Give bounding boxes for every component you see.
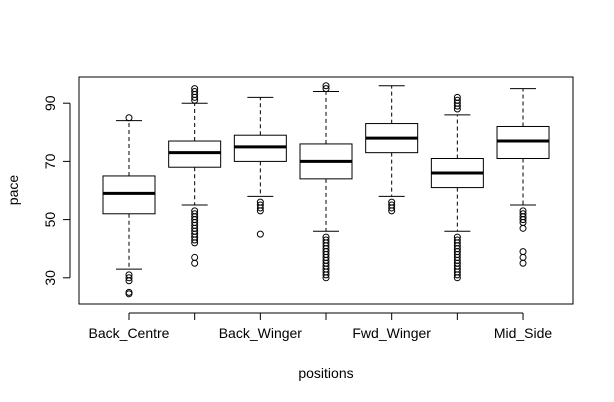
y-tick-label: 30 [42,270,58,286]
x-tick-label: Mid_Side [494,325,553,341]
outlier-point [453,93,461,101]
outlier-point [125,274,133,282]
outlier-point [191,85,199,93]
outlier-point [256,204,264,212]
box-3 [299,82,353,282]
outlier-point [191,236,199,244]
box-6 [496,88,550,267]
outlier-point [453,96,461,104]
outlier-point [191,239,199,247]
boxes-group [102,82,550,298]
outlier-point [519,216,527,224]
box-1 [168,85,222,267]
outlier-point [453,274,461,282]
y-tick-label: 90 [42,95,58,111]
y-tick-label: 70 [42,153,58,169]
outlier-point [256,230,264,238]
x-axis-label: positions [298,365,353,381]
outlier-point [322,85,330,93]
outlier-point [125,277,133,285]
x-axis: Back_Centre Back_Winger Fwd_Winger Mid_Side [89,312,553,341]
outlier-point [256,207,264,215]
y-axis-label: pace [5,175,21,206]
outlier-point [519,253,527,261]
outlier-point [519,248,527,256]
outlier-point [388,204,396,212]
outlier-point [125,290,133,298]
x-tick-label: Back_Winger [219,325,303,341]
outlier-point [322,82,330,90]
y-axis: 30 50 70 90 [42,95,71,286]
outlier-point [125,114,133,122]
outlier-point [191,259,199,267]
y-tick-label: 50 [42,212,58,228]
outlier-point [322,274,330,282]
outlier-point [388,207,396,215]
x-tick-label: Back_Centre [89,325,170,341]
outlier-point [453,271,461,279]
outlier-point [191,253,199,261]
box-2 [233,96,287,238]
x-tick-label: Fwd_Winger [352,325,431,341]
outlier-point [519,224,527,232]
outlier-point [322,271,330,279]
box-4 [365,85,419,215]
plot-frame [78,76,574,305]
outlier-point [191,88,199,96]
box-5 [430,93,484,282]
box-0 [102,114,156,298]
outlier-point [519,259,527,267]
